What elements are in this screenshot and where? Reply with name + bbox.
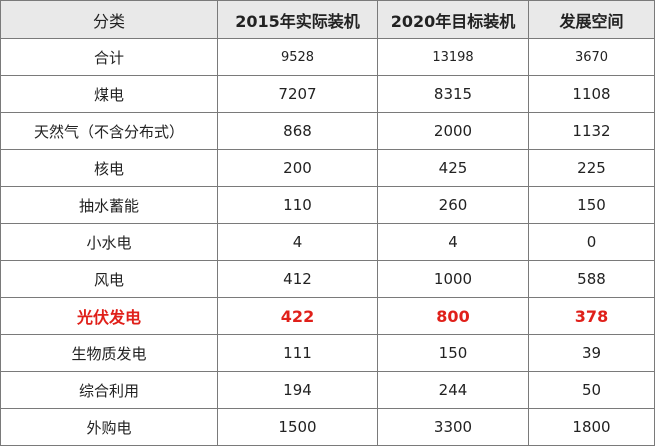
table-row-gas: 天然气（不含分布式） 868 2000 1132: [0, 112, 655, 150]
cell-space: 3670: [528, 38, 655, 76]
cell-category: 抽水蓄能: [0, 186, 218, 224]
table-row-small-hydro: 小水电 4 4 0: [0, 223, 655, 261]
table-header-row: 分类 2015年实际装机 2020年目标装机 发展空间: [0, 0, 655, 39]
cell-category: 风电: [0, 260, 218, 298]
cell-target-2020: 425: [377, 149, 529, 187]
cell-target-2020: 8315: [377, 75, 529, 113]
cell-target-2020: 3300: [377, 408, 529, 446]
table-row-total: 合计 9528 13198 3670: [0, 38, 655, 76]
cell-space: 0: [528, 223, 655, 261]
header-target-2020: 2020年目标装机: [377, 0, 529, 39]
cell-space: 150: [528, 186, 655, 224]
cell-space: 1800: [528, 408, 655, 446]
table-row-solar: 光伏发电 422 800 378: [0, 297, 655, 335]
cell-category: 核电: [0, 149, 218, 187]
cell-category: 外购电: [0, 408, 218, 446]
cell-actual-2015: 412: [217, 260, 378, 298]
header-category: 分类: [0, 0, 218, 39]
cell-target-2020: 4: [377, 223, 529, 261]
cell-actual-2015: 422: [217, 297, 378, 335]
cell-target-2020: 260: [377, 186, 529, 224]
header-actual-2015: 2015年实际装机: [217, 0, 378, 39]
header-space: 发展空间: [528, 0, 655, 39]
cell-target-2020: 800: [377, 297, 529, 335]
cell-actual-2015: 1500: [217, 408, 378, 446]
cell-space: 225: [528, 149, 655, 187]
table-row-pumped-storage: 抽水蓄能 110 260 150: [0, 186, 655, 224]
cell-target-2020: 150: [377, 334, 529, 372]
cell-category: 合计: [0, 38, 218, 76]
cell-target-2020: 13198: [377, 38, 529, 76]
cell-category: 煤电: [0, 75, 218, 113]
cell-actual-2015: 110: [217, 186, 378, 224]
cell-actual-2015: 194: [217, 371, 378, 409]
cell-space: 1132: [528, 112, 655, 150]
cell-category: 小水电: [0, 223, 218, 261]
cell-space: 378: [528, 297, 655, 335]
cell-category: 综合利用: [0, 371, 218, 409]
cell-actual-2015: 4: [217, 223, 378, 261]
table-row-comprehensive: 综合利用 194 244 50: [0, 371, 655, 409]
cell-actual-2015: 868: [217, 112, 378, 150]
cell-target-2020: 244: [377, 371, 529, 409]
cell-actual-2015: 200: [217, 149, 378, 187]
cell-category: 光伏发电: [0, 297, 218, 335]
cell-actual-2015: 111: [217, 334, 378, 372]
cell-space: 588: [528, 260, 655, 298]
table-row-biomass: 生物质发电 111 150 39: [0, 334, 655, 372]
cell-actual-2015: 7207: [217, 75, 378, 113]
cell-actual-2015: 9528: [217, 38, 378, 76]
cell-space: 50: [528, 371, 655, 409]
table-row-purchased: 外购电 1500 3300 1800: [0, 408, 655, 446]
cell-space: 39: [528, 334, 655, 372]
table-row-coal: 煤电 7207 8315 1108: [0, 75, 655, 113]
cell-category: 生物质发电: [0, 334, 218, 372]
cell-category: 天然气（不含分布式）: [0, 112, 218, 150]
table-row-nuclear: 核电 200 425 225: [0, 149, 655, 187]
table-row-wind: 风电 412 1000 588: [0, 260, 655, 298]
cell-target-2020: 1000: [377, 260, 529, 298]
cell-space: 1108: [528, 75, 655, 113]
cell-target-2020: 2000: [377, 112, 529, 150]
